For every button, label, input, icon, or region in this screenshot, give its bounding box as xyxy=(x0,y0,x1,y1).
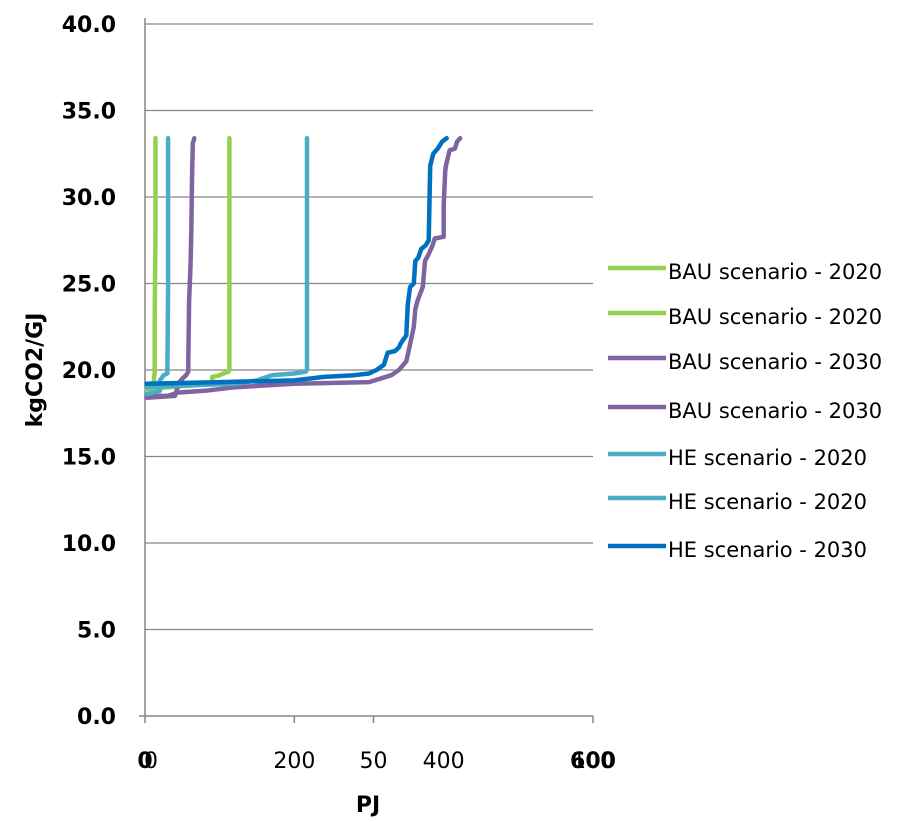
y-tick-label: 35.0 xyxy=(62,100,116,125)
x-tick-label: 400 xyxy=(423,749,465,774)
legend-label: BAU scenario - 2020 xyxy=(668,260,882,284)
legend-label: BAU scenario - 2020 xyxy=(668,305,882,329)
legend-label: HE scenario - 2020 xyxy=(668,490,867,514)
y-tick-label: 15.0 xyxy=(62,446,116,471)
y-tick-label: 20.0 xyxy=(62,359,116,384)
x-axis-title: PJ xyxy=(356,793,380,818)
series-lines xyxy=(147,138,461,398)
gridlines xyxy=(145,24,593,630)
y-tick-label: 40.0 xyxy=(62,13,116,38)
y-tick-labels: 0.0 5.0 10.0 15.0 20.0 25.0 30.0 35.0 40.0 xyxy=(62,13,116,730)
legend: BAU scenario - 2020 BAU scenario - 2020 BA… xyxy=(608,260,882,562)
x-tick-label: 0 xyxy=(144,749,158,774)
legend-label: HE scenario - 2030 xyxy=(668,538,867,562)
series-line-6 xyxy=(147,138,308,387)
y-tick-label: 10.0 xyxy=(62,532,116,557)
legend-label: BAU scenario - 2030 xyxy=(668,350,882,374)
y-tick-label: 5.0 xyxy=(77,619,116,644)
y-tick-label: 0.0 xyxy=(77,705,116,730)
x-tick-label: 50 xyxy=(359,749,387,774)
legend-label: HE scenario - 2020 xyxy=(668,446,867,470)
y-axis-title: kgCO2/GJ xyxy=(23,313,48,428)
x-tick-label: 200 xyxy=(273,749,315,774)
y-tick-label: 25.0 xyxy=(62,273,116,298)
y-tick-label: 30.0 xyxy=(62,186,116,211)
series-line-1 xyxy=(147,138,156,394)
x-tick-label: 100 xyxy=(572,749,614,774)
legend-label: BAU scenario - 2030 xyxy=(668,399,882,423)
